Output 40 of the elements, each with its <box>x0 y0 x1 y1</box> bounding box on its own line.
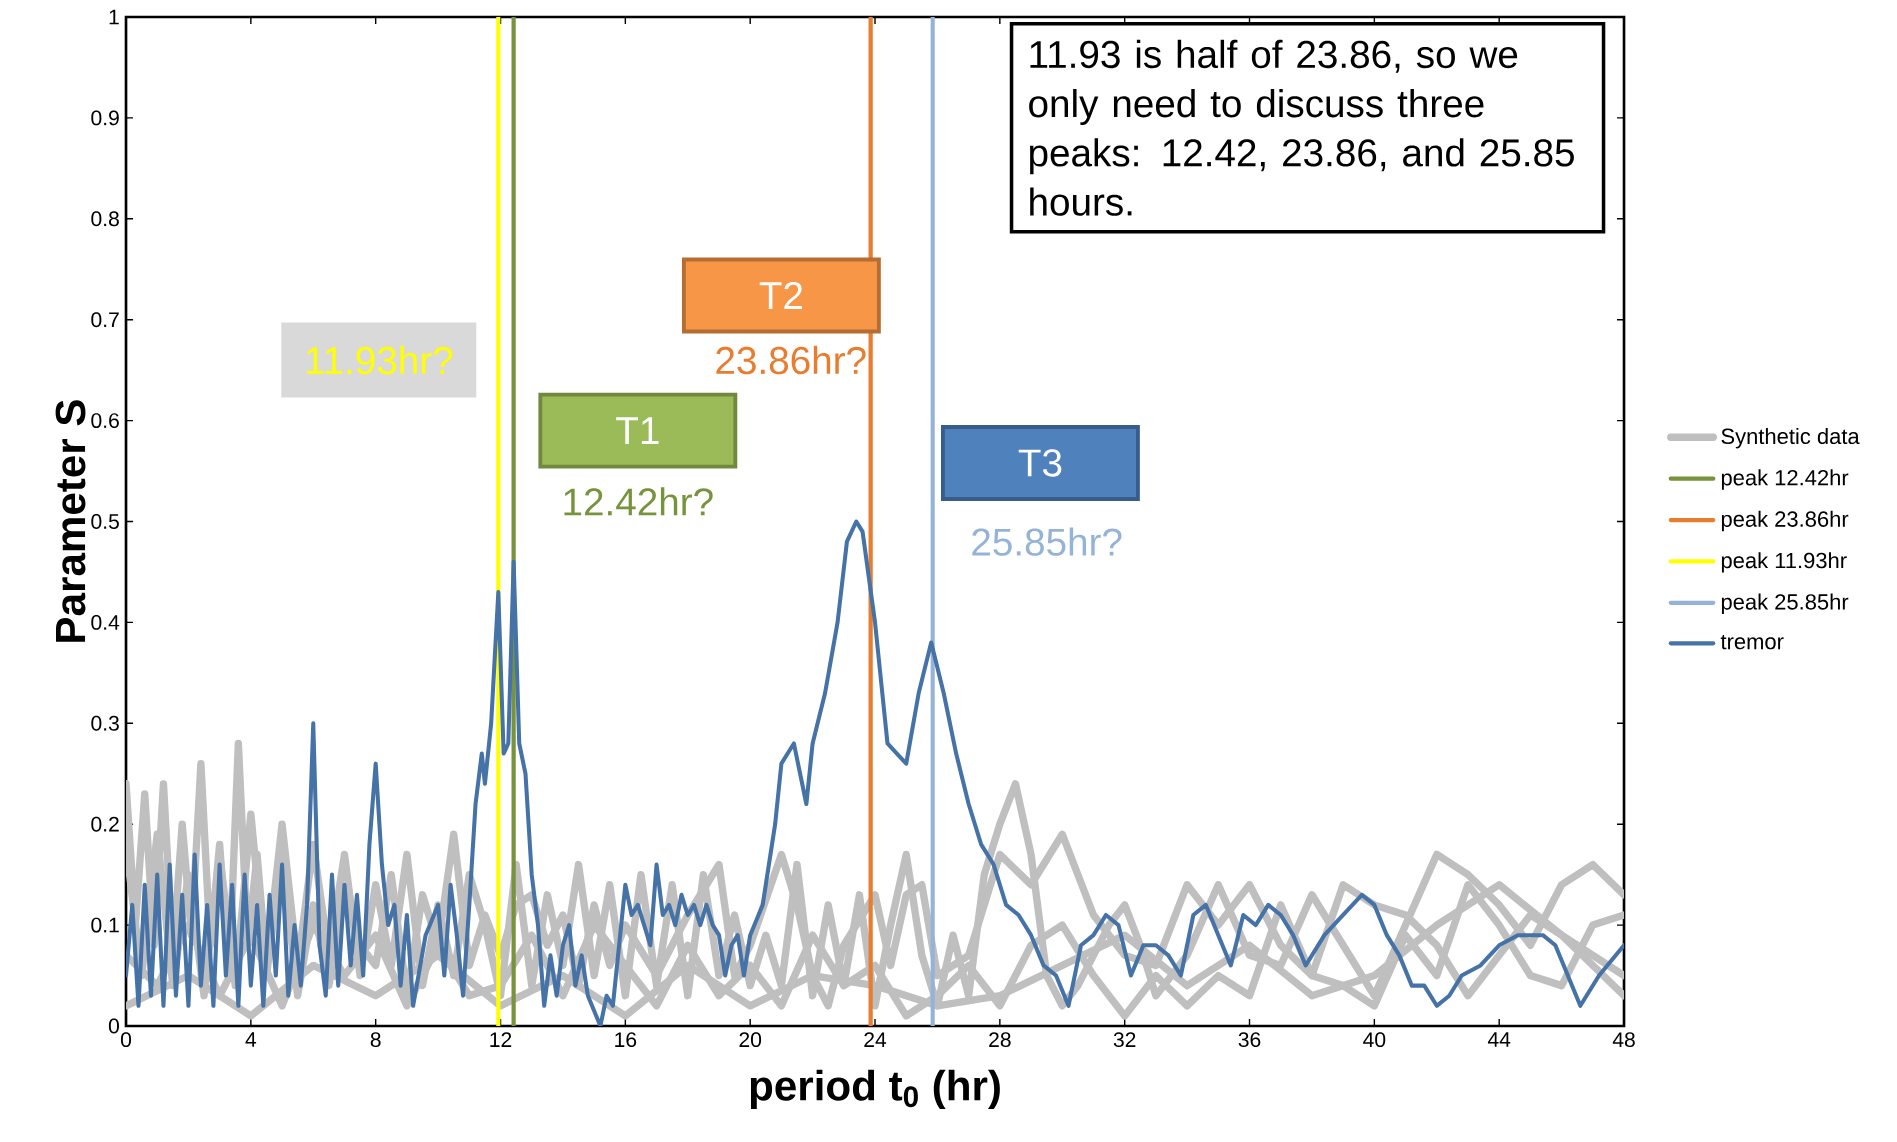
x-tick-label: 16 <box>615 1032 637 1048</box>
y-tick-label: 0 <box>108 1018 119 1034</box>
x-tick-label: 36 <box>1238 1032 1261 1048</box>
x-tick-label: 4 <box>245 1032 257 1047</box>
x-axis-title: period t$_{0}$ (hr) <box>750 1069 1000 1110</box>
y-axis-title: Parameter S <box>55 400 86 642</box>
legend-label: peak 23.86hr <box>1721 510 1849 532</box>
x-tick-label: 8 <box>370 1032 381 1048</box>
x-tick-label: 20 <box>739 1032 762 1048</box>
legend-label: tremor <box>1720 634 1784 650</box>
annotation: 25.85hr? <box>972 527 1122 556</box>
x-tick-label: 28 <box>989 1032 1011 1048</box>
legend-label: peak 25.85hr <box>1721 593 1849 615</box>
annotation: T1 <box>616 417 659 444</box>
legend-label: Synthetic data <box>1721 427 1860 449</box>
y-tick-label: 0.2 <box>91 816 119 832</box>
annotation: T2 <box>759 281 803 309</box>
x-tick-label: 32 <box>1113 1032 1136 1048</box>
y-tick-label: 0.1 <box>91 917 119 933</box>
y-tick-label: 0.4 <box>91 614 120 630</box>
y-tick-label: 0.6 <box>91 413 119 429</box>
annotation: T3 <box>1018 449 1062 477</box>
y-tick-label: 0.7 <box>91 312 119 328</box>
x-tick-label: 48 <box>1612 1032 1635 1048</box>
y-tick-label: 1 <box>109 9 119 25</box>
y-tick-label: 0.8 <box>91 211 119 227</box>
y-tick-label: 0.3 <box>91 715 119 731</box>
y-tick-label: 0.5 <box>91 514 119 529</box>
x-tick-label: 44 <box>1487 1032 1511 1047</box>
legend-label: peak 12.42hr <box>1721 469 1849 490</box>
annotation: 12.42hr? <box>564 487 713 516</box>
annotation: 11.93hr? <box>306 345 453 375</box>
legend-label: peak 11.93hr <box>1721 552 1847 573</box>
x-tick-label: 0 <box>120 1032 132 1048</box>
x-tick-label: 40 <box>1363 1032 1386 1048</box>
y-tick-label: 0.9 <box>91 110 119 126</box>
x-tick-label: 12 <box>490 1032 512 1047</box>
annotation: 11.93 is half of 23.86, so we only need to discuss three peaks: 12.42, 23.86, and 25.85 hours. <box>1029 39 1574 216</box>
x-tick-label: 24 <box>864 1032 887 1047</box>
annotation: 23.86hr? <box>716 345 866 375</box>
